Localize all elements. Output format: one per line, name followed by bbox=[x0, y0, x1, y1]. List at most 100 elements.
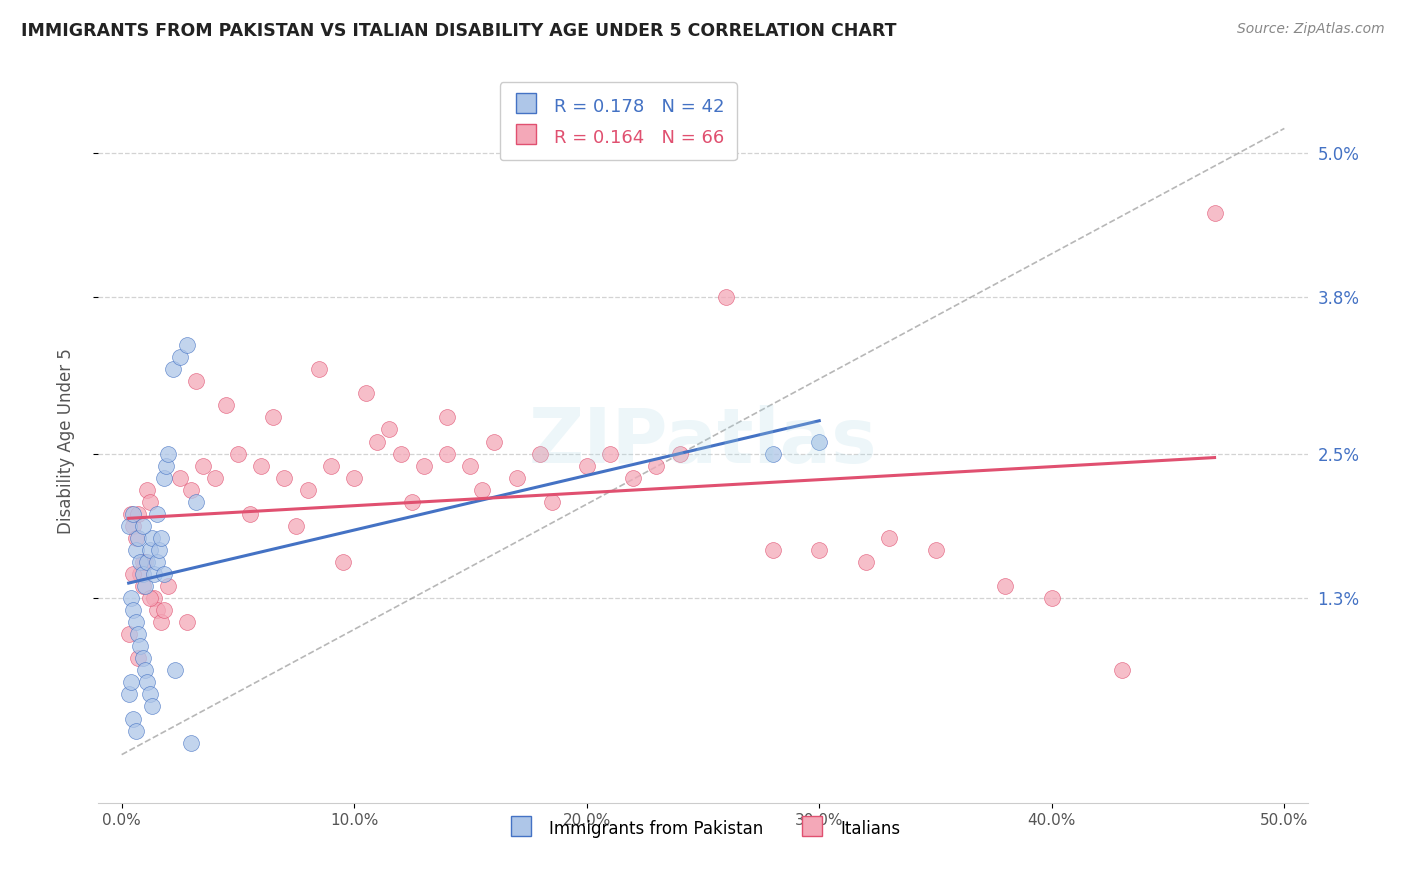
Point bbox=[808, 434, 831, 449]
Point bbox=[389, 446, 412, 460]
Point bbox=[482, 434, 505, 449]
Point bbox=[120, 591, 142, 606]
Point bbox=[1111, 664, 1133, 678]
Point bbox=[529, 446, 551, 460]
Point bbox=[150, 531, 173, 545]
Point bbox=[145, 507, 167, 521]
Point bbox=[138, 687, 160, 701]
Point bbox=[239, 507, 262, 521]
Point bbox=[716, 290, 738, 304]
Point bbox=[575, 458, 598, 473]
Point bbox=[138, 494, 160, 508]
Point bbox=[332, 555, 354, 569]
Point bbox=[145, 603, 167, 617]
Point bbox=[131, 555, 153, 569]
Point bbox=[215, 398, 238, 412]
Point bbox=[762, 542, 785, 557]
Point bbox=[436, 446, 458, 460]
Point bbox=[120, 507, 142, 521]
Point bbox=[122, 712, 145, 726]
Point bbox=[162, 362, 184, 376]
Point bbox=[129, 639, 152, 653]
Point bbox=[599, 446, 621, 460]
Point bbox=[1040, 591, 1063, 606]
Point bbox=[808, 542, 831, 557]
Point bbox=[136, 483, 159, 497]
Point bbox=[184, 374, 207, 388]
Point bbox=[131, 579, 153, 593]
Point bbox=[134, 664, 156, 678]
Point bbox=[994, 579, 1017, 593]
Point bbox=[145, 555, 167, 569]
Point bbox=[877, 531, 900, 545]
Point bbox=[118, 518, 141, 533]
Point bbox=[855, 555, 877, 569]
Point bbox=[762, 446, 785, 460]
Point bbox=[366, 434, 388, 449]
Point bbox=[124, 723, 146, 738]
Point bbox=[138, 591, 160, 606]
Point bbox=[138, 542, 160, 557]
Point bbox=[645, 458, 668, 473]
Point bbox=[378, 422, 401, 436]
Point bbox=[127, 507, 149, 521]
Point bbox=[262, 410, 284, 425]
Y-axis label: Disability Age Under 5: Disability Age Under 5 bbox=[56, 349, 75, 534]
Point bbox=[129, 567, 152, 582]
Point bbox=[134, 579, 156, 593]
Point bbox=[118, 687, 141, 701]
Point bbox=[191, 458, 214, 473]
Point bbox=[165, 664, 187, 678]
Point bbox=[148, 542, 170, 557]
Point bbox=[157, 446, 180, 460]
Point bbox=[226, 446, 249, 460]
Point bbox=[131, 518, 153, 533]
Point bbox=[157, 579, 180, 593]
Point bbox=[924, 542, 946, 557]
Point bbox=[136, 675, 159, 690]
Point bbox=[152, 567, 174, 582]
Point bbox=[120, 675, 142, 690]
Point bbox=[124, 531, 146, 545]
Point bbox=[180, 483, 202, 497]
Point bbox=[319, 458, 342, 473]
Point bbox=[413, 458, 436, 473]
Point bbox=[668, 446, 690, 460]
Point bbox=[155, 458, 177, 473]
Point bbox=[184, 494, 207, 508]
Point bbox=[621, 471, 644, 485]
Text: ZIPatlas: ZIPatlas bbox=[529, 405, 877, 478]
Point bbox=[134, 555, 156, 569]
Point bbox=[1204, 205, 1226, 219]
Legend: Immigrants from Pakistan, Italians: Immigrants from Pakistan, Italians bbox=[499, 812, 907, 845]
Point bbox=[297, 483, 319, 497]
Point bbox=[506, 471, 529, 485]
Point bbox=[471, 483, 494, 497]
Point bbox=[176, 338, 198, 352]
Point bbox=[152, 471, 174, 485]
Point bbox=[436, 410, 458, 425]
Point bbox=[141, 699, 163, 714]
Point bbox=[122, 507, 145, 521]
Point bbox=[124, 542, 146, 557]
Point bbox=[250, 458, 273, 473]
Point bbox=[204, 471, 226, 485]
Point bbox=[122, 518, 145, 533]
Point bbox=[152, 603, 174, 617]
Point bbox=[143, 567, 166, 582]
Point bbox=[122, 603, 145, 617]
Point bbox=[401, 494, 423, 508]
Point bbox=[141, 531, 163, 545]
Point bbox=[343, 471, 366, 485]
Point bbox=[273, 471, 295, 485]
Point bbox=[540, 494, 562, 508]
Point bbox=[127, 627, 149, 641]
Point bbox=[129, 555, 152, 569]
Point bbox=[131, 651, 153, 665]
Text: IMMIGRANTS FROM PAKISTAN VS ITALIAN DISABILITY AGE UNDER 5 CORRELATION CHART: IMMIGRANTS FROM PAKISTAN VS ITALIAN DISA… bbox=[21, 22, 897, 40]
Point bbox=[176, 615, 198, 630]
Point bbox=[169, 471, 191, 485]
Point bbox=[308, 362, 330, 376]
Point bbox=[460, 458, 482, 473]
Point bbox=[124, 615, 146, 630]
